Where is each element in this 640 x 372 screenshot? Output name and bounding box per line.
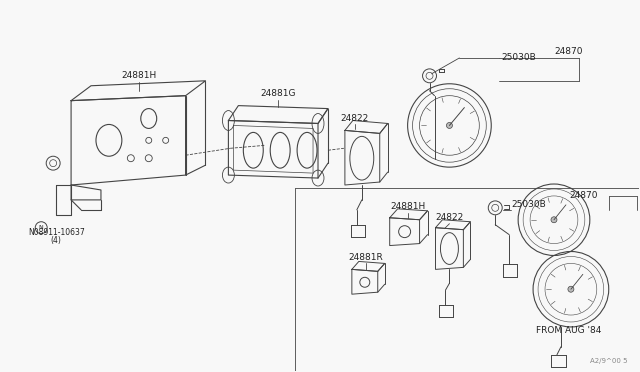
Text: (4): (4) [51,236,61,245]
Text: N: N [39,225,44,230]
Text: 24881R: 24881R [348,253,383,262]
Text: A2/9^00 5: A2/9^00 5 [590,358,627,364]
Text: 24881G: 24881G [260,89,296,98]
Text: 25030B: 25030B [501,54,536,62]
Circle shape [447,122,452,128]
Circle shape [568,286,574,292]
Text: 24881H: 24881H [390,202,425,211]
Text: N08911-10637: N08911-10637 [28,228,84,237]
Text: 24822: 24822 [340,114,369,123]
Text: 24881H: 24881H [121,71,156,80]
Text: FROM AUG '84: FROM AUG '84 [536,326,602,336]
Text: 24870: 24870 [569,192,597,201]
Circle shape [551,217,557,223]
Text: 25030B: 25030B [511,201,546,209]
Text: 24822: 24822 [435,213,463,222]
Text: 24870: 24870 [554,46,582,55]
